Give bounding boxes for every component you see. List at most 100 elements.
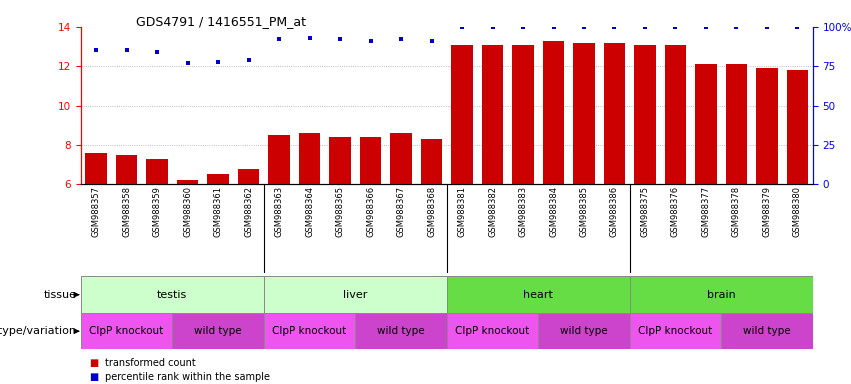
Bar [726, 64, 747, 184]
Bar [329, 137, 351, 184]
Point [669, 24, 683, 30]
Text: GSM988377: GSM988377 [701, 186, 711, 237]
Bar [451, 45, 472, 184]
Bar [482, 45, 503, 184]
Text: GSM988362: GSM988362 [244, 186, 253, 237]
Text: GSM988367: GSM988367 [397, 186, 406, 237]
Bar [721, 313, 813, 349]
Text: transformed count: transformed count [105, 358, 196, 368]
Bar [630, 313, 721, 349]
Bar [264, 313, 355, 349]
Bar [512, 45, 534, 184]
Bar [604, 43, 625, 184]
Text: GSM988357: GSM988357 [92, 186, 100, 237]
Point [425, 38, 438, 44]
Point [638, 24, 652, 30]
Text: GSM988375: GSM988375 [641, 186, 649, 237]
Text: wild type: wild type [560, 326, 608, 336]
Point [546, 24, 560, 30]
Bar [172, 313, 264, 349]
Point [700, 24, 713, 30]
Bar [264, 276, 447, 313]
Text: GSM988382: GSM988382 [488, 186, 497, 237]
Text: ClpP knockout: ClpP knockout [272, 326, 346, 336]
Point [486, 24, 500, 30]
Text: ClpP knockout: ClpP knockout [638, 326, 712, 336]
Bar [360, 137, 381, 184]
Point [211, 58, 225, 65]
Text: GSM988386: GSM988386 [610, 186, 619, 237]
Text: ClpP knockout: ClpP knockout [455, 326, 529, 336]
Bar [757, 68, 778, 184]
Text: GDS4791 / 1416551_PM_at: GDS4791 / 1416551_PM_at [136, 15, 306, 28]
Text: GSM988360: GSM988360 [183, 186, 192, 237]
Bar [787, 70, 808, 184]
Point [517, 24, 530, 30]
Bar [695, 64, 717, 184]
Text: GSM988376: GSM988376 [671, 186, 680, 237]
Point [120, 47, 134, 53]
Text: GSM988359: GSM988359 [152, 186, 162, 237]
Point [791, 24, 804, 30]
Text: GSM988358: GSM988358 [122, 186, 131, 237]
Text: ClpP knockout: ClpP knockout [89, 326, 163, 336]
Bar [116, 155, 137, 184]
Text: GSM988363: GSM988363 [275, 186, 283, 237]
Bar [268, 135, 289, 184]
Text: wild type: wild type [377, 326, 425, 336]
Text: GSM988379: GSM988379 [762, 186, 772, 237]
Text: ■: ■ [89, 372, 99, 382]
Text: tissue: tissue [43, 290, 77, 300]
Text: GSM988378: GSM988378 [732, 186, 741, 237]
Bar [208, 174, 229, 184]
Point [363, 38, 377, 44]
Text: wild type: wild type [194, 326, 242, 336]
Text: GSM988365: GSM988365 [335, 186, 345, 237]
Text: liver: liver [343, 290, 368, 300]
Point [455, 24, 469, 30]
Bar [421, 139, 443, 184]
Text: wild type: wild type [743, 326, 791, 336]
Bar [81, 313, 172, 349]
Bar [665, 45, 686, 184]
Bar [391, 133, 412, 184]
Text: GSM988381: GSM988381 [458, 186, 466, 237]
Text: GSM988361: GSM988361 [214, 186, 223, 237]
Bar [146, 159, 168, 184]
Text: testis: testis [157, 290, 187, 300]
Bar [543, 41, 564, 184]
Bar [574, 43, 595, 184]
Bar [447, 313, 538, 349]
Bar [355, 313, 447, 349]
Bar [81, 276, 264, 313]
Bar [630, 276, 813, 313]
Point [180, 60, 194, 66]
Text: GSM988383: GSM988383 [518, 186, 528, 237]
Point [242, 57, 255, 63]
Text: heart: heart [523, 290, 553, 300]
Text: GSM988380: GSM988380 [793, 186, 802, 237]
Bar [447, 276, 630, 313]
Point [394, 36, 408, 43]
Point [760, 24, 774, 30]
Bar [85, 153, 106, 184]
Text: genotype/variation: genotype/variation [0, 326, 77, 336]
Bar [177, 180, 198, 184]
Point [729, 24, 743, 30]
Text: GSM988364: GSM988364 [305, 186, 314, 237]
Point [334, 36, 347, 43]
Bar [634, 45, 655, 184]
Bar [538, 313, 630, 349]
Text: GSM988384: GSM988384 [549, 186, 558, 237]
Text: brain: brain [707, 290, 735, 300]
Point [272, 36, 286, 43]
Point [608, 24, 621, 30]
Point [577, 24, 591, 30]
Text: percentile rank within the sample: percentile rank within the sample [105, 372, 270, 382]
Point [303, 35, 317, 41]
Point [151, 49, 164, 55]
Bar [299, 133, 320, 184]
Point [89, 47, 103, 53]
Text: ■: ■ [89, 358, 99, 368]
Text: GSM988366: GSM988366 [366, 186, 375, 237]
